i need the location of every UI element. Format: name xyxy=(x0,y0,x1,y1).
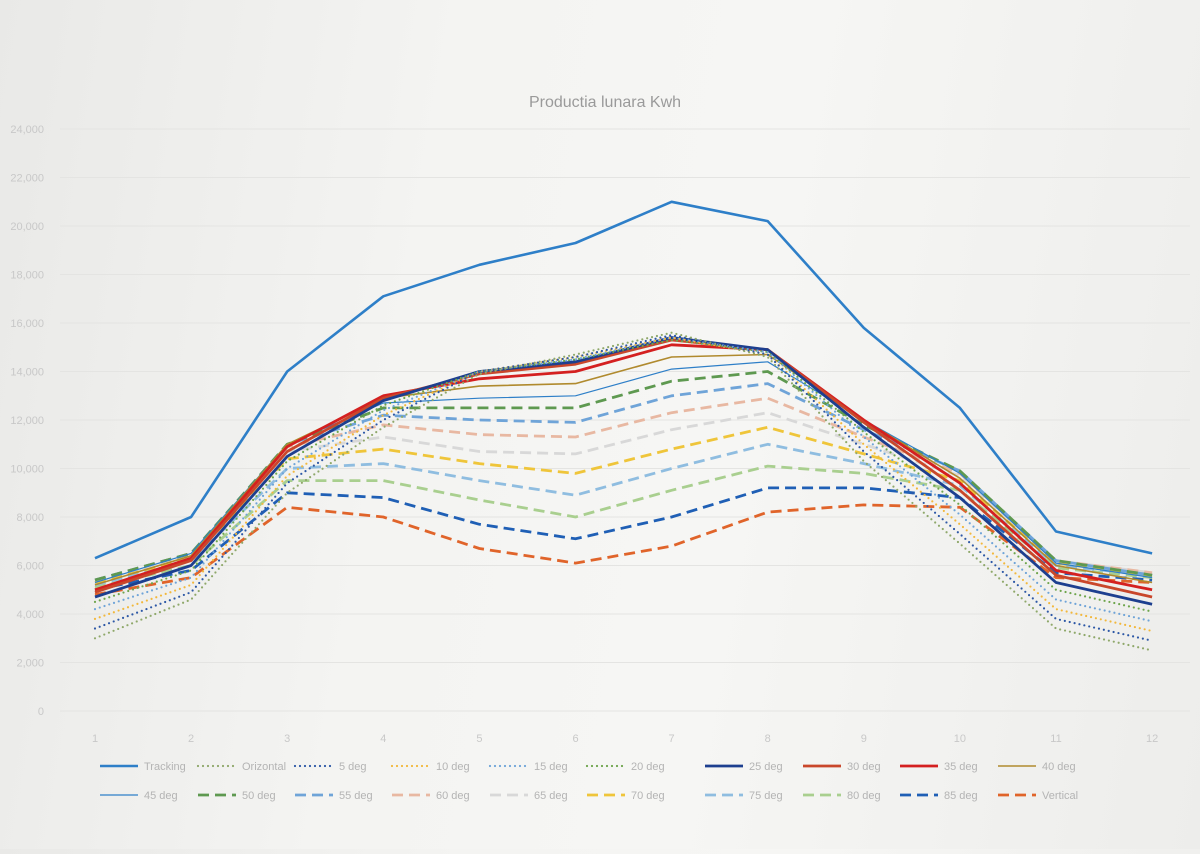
series-line-25-deg xyxy=(94,336,1153,606)
x-tick-label: 3 xyxy=(284,733,290,745)
legend-label: 20 deg xyxy=(631,761,665,773)
legend-label: 50 deg xyxy=(242,790,276,802)
legend-item: 60 deg xyxy=(392,790,470,802)
legend-item: 25 deg xyxy=(705,761,783,773)
x-tick-label: 4 xyxy=(380,733,386,745)
y-tick-label: 0 xyxy=(38,706,44,718)
legend-item: 45 deg xyxy=(100,790,178,802)
legend-item: 65 deg xyxy=(490,790,568,802)
y-tick-label: 2,000 xyxy=(16,658,44,670)
legend-label: 25 deg xyxy=(749,761,783,773)
y-tick-label: 18,000 xyxy=(10,270,44,282)
legend-label: 65 deg xyxy=(534,790,568,802)
legend: Tracking Orizontal 5 deg 10 deg 15 deg 20 deg… xyxy=(100,761,1078,802)
series-line-55-deg xyxy=(94,382,1153,582)
legend-label: 70 deg xyxy=(631,790,665,802)
series-line-50-deg xyxy=(94,370,1153,582)
series-line-tracking xyxy=(94,200,1153,560)
legend-label: 15 deg xyxy=(534,761,568,773)
legend-label: 5 deg xyxy=(339,761,367,773)
legend-item: 5 deg xyxy=(293,761,367,773)
legend-label: 75 deg xyxy=(749,790,783,802)
y-tick-label: 22,000 xyxy=(10,173,44,185)
y-tick-label: 6,000 xyxy=(16,561,44,573)
legend-item: Orizontal xyxy=(196,761,286,773)
legend-item: 80 deg xyxy=(803,790,881,802)
series-line-65-deg xyxy=(94,411,1153,582)
legend-item: 20 deg xyxy=(585,761,665,773)
y-tick-label: 20,000 xyxy=(10,221,44,233)
legend-item: 10 deg xyxy=(390,761,470,773)
x-tick-label: 10 xyxy=(954,733,966,745)
legend-label: 85 deg xyxy=(944,790,978,802)
y-axis: 0 2,000 4,000 6,000 8,000 10,000 12,000 14,000 1… xyxy=(10,124,44,718)
gridlines xyxy=(60,128,1190,712)
legend-item: 15 deg xyxy=(488,761,568,773)
y-tick-label: 16,000 xyxy=(10,318,44,330)
legend-item: 35 deg xyxy=(900,761,978,773)
x-tick-label: 8 xyxy=(765,733,771,745)
y-tick-label: 12,000 xyxy=(10,415,44,427)
legend-item: 85 deg xyxy=(900,790,978,802)
x-tick-label: 6 xyxy=(572,733,578,745)
x-tick-label: 7 xyxy=(669,733,675,745)
y-tick-label: 14,000 xyxy=(10,367,44,379)
legend-item: 30 deg xyxy=(803,761,881,773)
series-line-vertical xyxy=(94,503,1153,596)
series-line-5-deg xyxy=(93,334,1154,642)
x-tick-label: 12 xyxy=(1146,733,1158,745)
series-line-15-deg xyxy=(93,336,1154,623)
series-line-orizontal xyxy=(93,331,1154,652)
legend-label: 40 deg xyxy=(1042,761,1076,773)
legend-item: 55 deg xyxy=(295,790,373,802)
legend-item: 75 deg xyxy=(705,790,783,802)
series-line-20-deg xyxy=(93,338,1154,613)
series-line-30-deg xyxy=(94,338,1153,599)
legend-label: 55 deg xyxy=(339,790,373,802)
legend-item: Tracking xyxy=(100,761,186,773)
series-line-35-deg xyxy=(94,343,1153,592)
series-line-80-deg xyxy=(94,464,1153,589)
legend-label: 80 deg xyxy=(847,790,881,802)
legend-label: Vertical xyxy=(1042,790,1078,802)
y-tick-label: 24,000 xyxy=(10,124,44,136)
series-line-40-deg xyxy=(94,353,1153,586)
x-axis: 1 2 3 4 5 6 7 8 9 10 11 12 xyxy=(92,733,1158,745)
x-tick-label: 9 xyxy=(861,733,867,745)
plot-area xyxy=(93,200,1154,652)
x-tick-label: 11 xyxy=(1050,733,1061,745)
legend-label: 10 deg xyxy=(436,761,470,773)
legend-item: 50 deg xyxy=(198,790,276,802)
x-tick-label: 5 xyxy=(476,733,482,745)
legend-label: Tracking xyxy=(144,761,186,773)
y-tick-label: 4,000 xyxy=(16,609,44,621)
legend-item: Vertical xyxy=(998,790,1078,802)
y-tick-label: 8,000 xyxy=(16,512,44,524)
legend-label: Orizontal xyxy=(242,761,286,773)
chart-title: Productia lunara Kwh xyxy=(529,94,681,111)
legend-label: 60 deg xyxy=(436,790,470,802)
legend-label: 30 deg xyxy=(847,761,881,773)
x-tick-label: 1 xyxy=(92,733,98,745)
legend-label: 35 deg xyxy=(944,761,978,773)
series-line-45-deg xyxy=(94,361,1153,584)
legend-label: 45 deg xyxy=(144,790,178,802)
legend-item: 70 deg xyxy=(587,790,665,802)
y-tick-label: 10,000 xyxy=(10,464,44,476)
legend-item: 40 deg xyxy=(998,761,1076,773)
x-tick-label: 2 xyxy=(188,733,194,745)
